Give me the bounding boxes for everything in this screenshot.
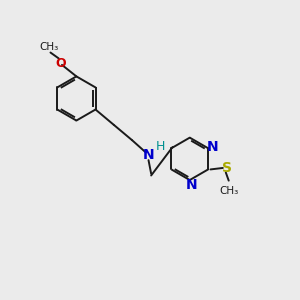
Text: O: O bbox=[55, 57, 65, 70]
Text: CH₃: CH₃ bbox=[219, 186, 238, 196]
Text: N: N bbox=[142, 148, 154, 162]
Text: S: S bbox=[222, 161, 232, 175]
Text: N: N bbox=[185, 178, 197, 192]
Text: N: N bbox=[207, 140, 219, 154]
Text: H: H bbox=[156, 140, 165, 152]
Text: CH₃: CH₃ bbox=[39, 42, 58, 52]
